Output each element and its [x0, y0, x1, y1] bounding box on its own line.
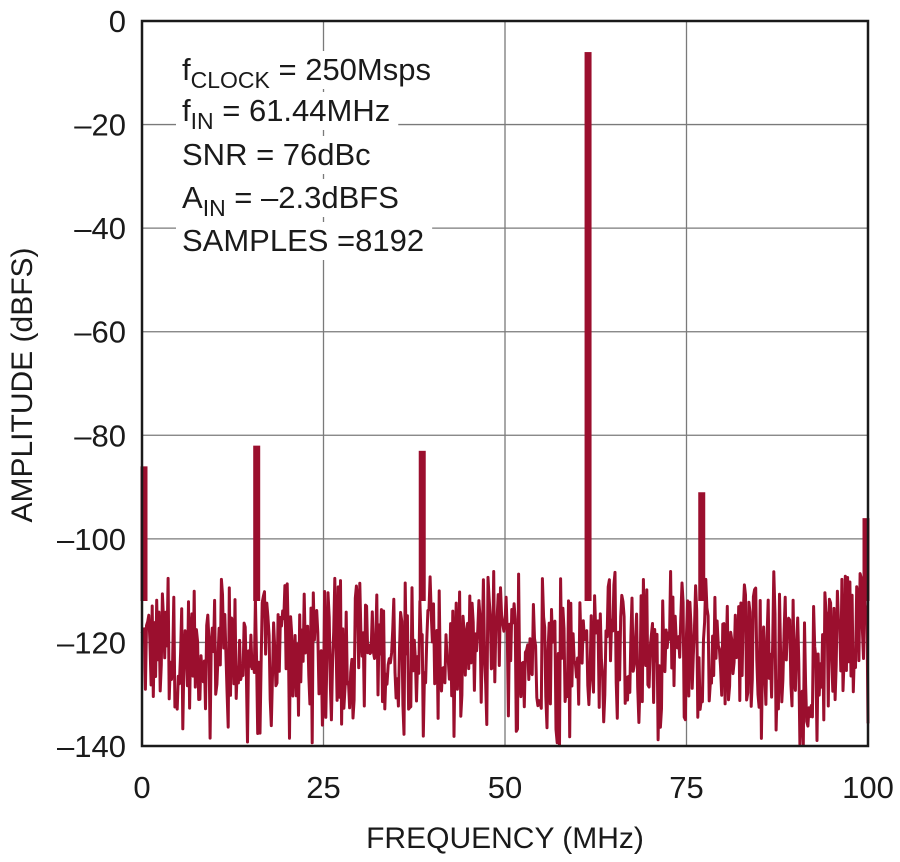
x-tick-label: 50	[488, 770, 522, 805]
spur-peak	[140, 466, 148, 601]
y-tick-label: –60	[74, 315, 126, 350]
y-tick-label: –20	[74, 108, 126, 143]
x-tick-label: 25	[306, 770, 340, 805]
spur-peak	[698, 492, 706, 601]
spur-peak	[862, 518, 870, 601]
y-tick-label: –120	[57, 625, 126, 660]
plot-border	[140, 19, 870, 748]
annotation-line: fCLOCK = 250Msps	[182, 52, 431, 93]
annotation-background	[176, 51, 439, 89]
annotation-background	[176, 136, 379, 174]
y-tick-labels: 0 –20 –40 –60 –80 –100 –120 –140	[57, 4, 126, 764]
annotation-background	[176, 92, 399, 130]
y-tick-label: –140	[57, 729, 126, 764]
y-tick-label: 0	[109, 4, 126, 39]
noise-floor-line	[140, 570, 870, 748]
x-tick-label: 100	[842, 770, 894, 805]
annotation-line: fIN = 61.44MHz	[182, 93, 390, 134]
spectrum-series	[140, 52, 870, 748]
y-tick-label: –100	[57, 522, 126, 557]
x-tick-label: 0	[133, 770, 150, 805]
plot-frame	[140, 19, 870, 748]
annotation-line: SNR = 76dBc	[182, 137, 371, 172]
annotation-line: SAMPLES =8192	[182, 223, 424, 258]
x-axis-title: FREQUENCY (MHz)	[366, 822, 644, 855]
annotation-background	[176, 179, 407, 217]
y-tick-label: –80	[74, 418, 126, 453]
x-tick-label: 75	[669, 770, 703, 805]
annotation-line: AIN = –2.3dBFS	[182, 180, 399, 221]
spur-peak	[253, 445, 261, 601]
x-tick-labels: 0 25 50 75 100	[133, 770, 893, 805]
spur-peak	[584, 52, 592, 602]
y-tick-label: –40	[74, 211, 126, 246]
y-axis-title: AMPLITUDE (dBFS)	[6, 247, 39, 522]
spur-peak	[418, 450, 426, 601]
annotation-background	[176, 222, 433, 260]
